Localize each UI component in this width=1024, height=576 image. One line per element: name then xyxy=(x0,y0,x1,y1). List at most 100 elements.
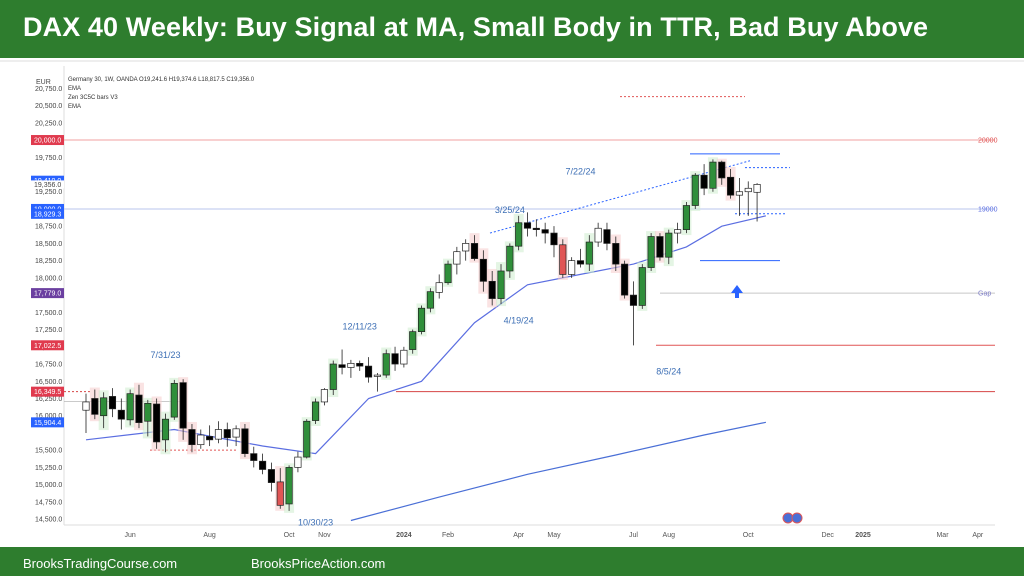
date-annotation: 3/25/24 xyxy=(495,205,525,215)
candle xyxy=(320,388,328,406)
candle-body xyxy=(727,176,735,196)
candle-body xyxy=(603,229,611,244)
price-badge: 19,356.0 xyxy=(31,180,64,189)
candle-body xyxy=(241,428,249,454)
y-axis-ticks: 20,750.0 20,500.0 20,250.0 19,750.0 19,250.0… xyxy=(35,86,62,524)
y-tick-label: 16,750.0 xyxy=(35,362,62,369)
footer-banner xyxy=(0,547,1024,576)
price-badge-bg xyxy=(31,340,64,351)
candle xyxy=(310,396,321,426)
y-tick-label: 15,000.0 xyxy=(35,482,62,489)
date-annotation: 10/30/23 xyxy=(298,517,333,527)
candle xyxy=(284,463,295,513)
x-tick-label: Jul xyxy=(629,532,638,539)
candle-body xyxy=(435,282,443,293)
candle xyxy=(117,398,125,430)
price-badge: 18,929.3 xyxy=(31,208,64,219)
footer-link-right[interactable]: BrooksPriceAction.com xyxy=(251,556,386,571)
candle-body xyxy=(320,389,328,403)
candle xyxy=(690,171,701,211)
x-axis-ticks: Jun Aug Oct Nov 2024 Feb Apr May Jul Aug Oct Dec 202… xyxy=(125,532,984,539)
candle-body xyxy=(753,184,761,193)
y-tick-label: 20,750.0 xyxy=(35,86,62,93)
candle xyxy=(681,200,692,236)
candle-body xyxy=(638,267,646,306)
x-tick-label: Oct xyxy=(284,532,295,539)
date-annotation: 7/31/23 xyxy=(150,350,180,360)
page-title: DAX 40 Weekly: Buy Signal at MA, Small B… xyxy=(23,12,929,42)
candle xyxy=(654,231,665,263)
candle xyxy=(356,360,364,371)
candlesticks xyxy=(82,157,761,513)
candle xyxy=(186,421,197,455)
candle-body xyxy=(568,260,576,275)
candle-body xyxy=(373,374,381,377)
candle xyxy=(294,451,302,473)
price-badge-label: 18,929.3 xyxy=(34,211,61,218)
candle-body xyxy=(356,362,364,367)
candle xyxy=(142,397,153,439)
candle xyxy=(373,372,381,392)
candle xyxy=(169,377,180,422)
event-markers-icon xyxy=(782,512,803,524)
y-tick-label: 16,500.0 xyxy=(35,379,62,386)
right-labels: 20000 19000 Gap xyxy=(978,138,998,298)
candle-body xyxy=(108,396,117,410)
y-tick-label: 17,500.0 xyxy=(35,310,62,317)
candle-body xyxy=(329,363,337,390)
candle-body xyxy=(612,243,620,265)
candle xyxy=(250,446,258,468)
y-tick-label: 16,000.0 xyxy=(35,413,62,420)
candle xyxy=(178,377,189,442)
candle xyxy=(532,219,540,237)
price-badge-label: 15,904.4 xyxy=(34,420,61,427)
ema-20-line xyxy=(85,215,767,455)
candle xyxy=(425,286,436,315)
candle-body xyxy=(444,263,452,284)
ema-lines xyxy=(85,215,767,522)
candle-body xyxy=(656,236,664,258)
trend-channel-line xyxy=(489,160,751,234)
candle xyxy=(400,346,408,368)
candle xyxy=(435,274,443,299)
footer-link-left[interactable]: BrooksTradingCourse.com xyxy=(23,556,178,571)
candle-body xyxy=(453,251,461,265)
candle-body xyxy=(576,260,585,265)
candle xyxy=(381,347,392,380)
price-badge-label: 20,000.0 xyxy=(34,138,61,145)
candle-body xyxy=(285,467,293,505)
candle-body xyxy=(674,229,682,234)
price-chart[interactable]: EUR Germany 30, 1W, OANDA O19,241.6 H19,… xyxy=(0,58,1024,547)
candle-body xyxy=(523,222,532,229)
candle xyxy=(478,248,489,294)
candle xyxy=(328,358,339,398)
candle xyxy=(487,268,498,308)
y-tick-label: 15,250.0 xyxy=(35,465,62,472)
candle-body xyxy=(259,460,267,470)
candle-body xyxy=(214,429,223,440)
candle-body xyxy=(559,244,567,275)
x-tick-label: May xyxy=(547,532,561,539)
candle-body xyxy=(594,227,602,243)
currency-label: EUR xyxy=(36,79,51,86)
candle xyxy=(557,237,568,280)
candle xyxy=(98,390,109,431)
candle-body xyxy=(232,428,240,438)
x-tick-label: Dec xyxy=(821,532,834,539)
candle xyxy=(108,388,117,418)
candle xyxy=(629,281,638,346)
candle xyxy=(267,462,275,492)
candle xyxy=(206,425,214,447)
candle-body xyxy=(100,397,108,417)
date-annotation: 4/19/24 xyxy=(504,315,534,325)
candle xyxy=(469,233,480,263)
candle xyxy=(603,222,611,251)
candle-body xyxy=(197,434,205,446)
y-tick-label: 19,250.0 xyxy=(35,189,62,196)
y-tick-label: 20,250.0 xyxy=(35,120,62,127)
candle xyxy=(674,222,682,244)
candle-body xyxy=(744,187,752,193)
candle-body xyxy=(479,258,487,282)
candle xyxy=(347,359,355,378)
candle xyxy=(338,349,346,375)
